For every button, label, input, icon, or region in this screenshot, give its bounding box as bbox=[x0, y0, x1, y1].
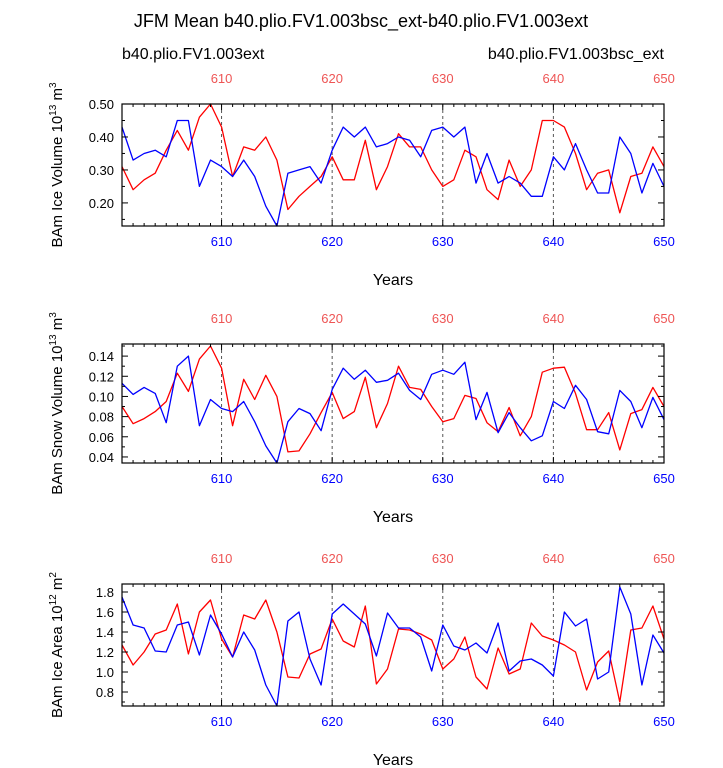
x-tick-label-top: 640 bbox=[543, 71, 565, 86]
x-tick-label-bottom: 610 bbox=[211, 714, 233, 729]
y-axis-label: BAm Ice Area 1012 m2 bbox=[48, 572, 66, 718]
y-tick-label: 1.2 bbox=[96, 645, 114, 660]
series-line-red bbox=[121, 103, 665, 214]
y-tick-label: 1.4 bbox=[96, 625, 114, 640]
y-axis-label-exponent: 13 bbox=[48, 104, 59, 116]
x-axis-label: Years bbox=[373, 272, 413, 289]
x-axis-label: Years bbox=[373, 509, 413, 526]
x-tick-label-bottom: 610 bbox=[211, 234, 233, 249]
y-tick-label: 1.0 bbox=[96, 665, 114, 680]
chart-panels: 610 610 620 620 630 630 640 640 650 650 0.20 0.30 0.… bbox=[48, 71, 675, 768]
x-axis-label: Years bbox=[373, 752, 413, 768]
x-tick-label-top: 640 bbox=[543, 551, 565, 566]
x-tick-label-top: 620 bbox=[321, 71, 343, 86]
plot-frame bbox=[121, 103, 665, 227]
y-tick-label: 0.30 bbox=[89, 163, 114, 178]
x-tick-label-bottom: 640 bbox=[543, 471, 565, 486]
y-tick-label: 0.08 bbox=[89, 410, 114, 425]
figure-title: JFM Mean b40.plio.FV1.003bsc_ext-b40.pli… bbox=[134, 11, 588, 32]
y-tick-label: 0.8 bbox=[96, 685, 114, 700]
y-axis-label-exponent: 12 bbox=[48, 594, 59, 606]
series-line-blue bbox=[121, 119, 665, 227]
chart-panel-2: 610 610 620 620 630 630 640 640 650 650 0.04 0.06 0.… bbox=[48, 311, 675, 526]
y-tick-label: 0.12 bbox=[89, 369, 114, 384]
legend-red-label: b40.plio.FV1.003ext bbox=[122, 46, 265, 63]
x-tick-label-bottom: 620 bbox=[321, 471, 343, 486]
y-axis-label-text: BAm Ice Area 10 bbox=[49, 605, 66, 718]
series-line-red bbox=[121, 345, 665, 453]
x-tick-label-bottom: 630 bbox=[432, 714, 454, 729]
y-axis-label-exponent: 3 bbox=[48, 82, 59, 88]
y-axis-label: BAm Ice Volume 1013 m3 bbox=[48, 82, 66, 248]
x-tick-label-top: 620 bbox=[321, 551, 343, 566]
x-tick-label-top: 650 bbox=[653, 551, 675, 566]
y-tick-label: 0.40 bbox=[89, 130, 114, 145]
x-tick-label-top: 610 bbox=[211, 311, 233, 326]
y-axis-label-text: m bbox=[49, 318, 66, 335]
y-tick-label: 0.14 bbox=[89, 349, 114, 364]
y-tick-label: 0.04 bbox=[89, 450, 114, 465]
x-tick-label-bottom: 630 bbox=[432, 234, 454, 249]
legend-blue-label: b40.plio.FV1.003bsc_ext bbox=[488, 46, 665, 63]
x-tick-label-bottom: 610 bbox=[211, 471, 233, 486]
x-tick-label-top: 630 bbox=[432, 551, 454, 566]
x-tick-label-bottom: 620 bbox=[321, 714, 343, 729]
chart-panel-1: 610 610 620 620 630 630 640 640 650 650 0.20 0.30 0.… bbox=[48, 71, 675, 289]
x-tick-label-bottom: 650 bbox=[653, 471, 675, 486]
y-axis-label-text: m bbox=[49, 578, 66, 595]
x-tick-label-top: 630 bbox=[432, 71, 454, 86]
x-tick-label-bottom: 640 bbox=[543, 234, 565, 249]
x-tick-label-bottom: 650 bbox=[653, 234, 675, 249]
y-tick-label: 1.8 bbox=[96, 585, 114, 600]
plot-frame bbox=[121, 583, 665, 707]
y-axis-label-exponent: 3 bbox=[48, 312, 59, 318]
x-tick-label-top: 610 bbox=[211, 71, 233, 86]
x-tick-label-top: 620 bbox=[321, 311, 343, 326]
y-axis-label-text: BAm Snow Volume 10 bbox=[49, 346, 66, 495]
chart-panel-3: 610 610 620 620 630 630 640 640 650 650 0.8 1.0 1.2 1… bbox=[48, 551, 675, 768]
x-tick-label-bottom: 630 bbox=[432, 471, 454, 486]
series-line-red bbox=[121, 599, 665, 703]
x-tick-label-top: 640 bbox=[543, 311, 565, 326]
y-axis-label-exponent: 2 bbox=[48, 572, 59, 578]
x-tick-label-top: 650 bbox=[653, 311, 675, 326]
y-axis-label-text: m bbox=[49, 88, 66, 105]
y-axis-label-exponent: 13 bbox=[48, 334, 59, 346]
x-tick-label-top: 650 bbox=[653, 71, 675, 86]
y-tick-label: 0.50 bbox=[89, 97, 114, 112]
x-tick-label-bottom: 620 bbox=[321, 234, 343, 249]
x-tick-label-top: 630 bbox=[432, 311, 454, 326]
x-tick-label-bottom: 640 bbox=[543, 714, 565, 729]
y-axis-label: BAm Snow Volume 1013 m3 bbox=[48, 312, 66, 495]
y-tick-label: 0.06 bbox=[89, 430, 114, 445]
series-line-blue bbox=[121, 355, 665, 464]
x-tick-label-bottom: 650 bbox=[653, 714, 675, 729]
series-line-blue bbox=[121, 586, 665, 707]
y-tick-label: 0.10 bbox=[89, 389, 114, 404]
y-axis-label-text: BAm Ice Volume 10 bbox=[49, 116, 66, 248]
plot-frame bbox=[121, 343, 665, 464]
x-tick-label-top: 610 bbox=[211, 551, 233, 566]
y-tick-label: 1.6 bbox=[96, 605, 114, 620]
y-tick-label: 0.20 bbox=[89, 196, 114, 211]
